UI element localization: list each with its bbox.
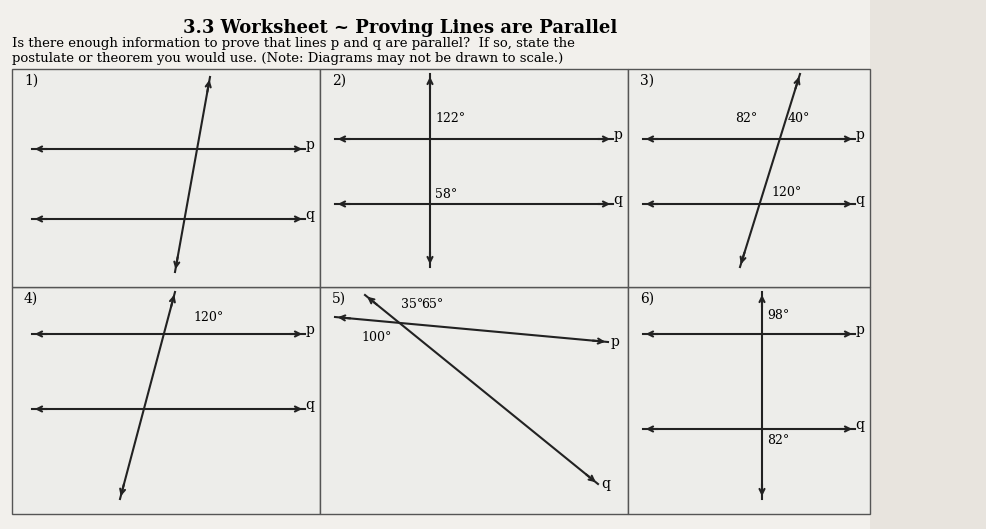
Text: 2): 2) bbox=[332, 74, 346, 88]
Text: q: q bbox=[856, 193, 865, 207]
Polygon shape bbox=[628, 287, 870, 514]
Text: 40°: 40° bbox=[788, 112, 810, 125]
Text: Is there enough information to prove that lines p and q are parallel?  If so, st: Is there enough information to prove tha… bbox=[12, 37, 575, 50]
Text: p: p bbox=[613, 128, 622, 142]
Text: 82°: 82° bbox=[767, 434, 789, 447]
Text: 4): 4) bbox=[24, 292, 38, 306]
Text: 98°: 98° bbox=[767, 309, 789, 322]
Text: 3): 3) bbox=[640, 74, 654, 88]
Text: 82°: 82° bbox=[736, 112, 758, 125]
Text: 3.3 Worksheet ~ Proving Lines are Parallel: 3.3 Worksheet ~ Proving Lines are Parall… bbox=[182, 19, 617, 37]
Polygon shape bbox=[12, 287, 320, 514]
Text: p: p bbox=[856, 128, 865, 142]
Text: 65°: 65° bbox=[421, 298, 444, 311]
Polygon shape bbox=[628, 69, 870, 287]
Text: 58°: 58° bbox=[435, 188, 458, 201]
Polygon shape bbox=[12, 69, 320, 287]
Text: q: q bbox=[613, 193, 622, 207]
Text: p: p bbox=[611, 335, 620, 349]
Text: p: p bbox=[856, 323, 865, 337]
Text: p: p bbox=[306, 138, 315, 152]
Text: 120°: 120° bbox=[194, 311, 224, 324]
Text: p: p bbox=[306, 323, 315, 337]
Polygon shape bbox=[0, 0, 870, 529]
Polygon shape bbox=[320, 69, 628, 287]
Text: 35°: 35° bbox=[401, 298, 424, 311]
Polygon shape bbox=[320, 287, 628, 514]
Text: q: q bbox=[306, 208, 315, 222]
Text: 6): 6) bbox=[640, 292, 654, 306]
Text: 1): 1) bbox=[24, 74, 38, 88]
Text: 100°: 100° bbox=[362, 331, 391, 344]
Text: postulate or theorem you would use. (Note: Diagrams may not be drawn to scale.): postulate or theorem you would use. (Not… bbox=[12, 52, 563, 65]
Text: 120°: 120° bbox=[772, 186, 802, 199]
Text: 122°: 122° bbox=[435, 112, 465, 125]
Text: q: q bbox=[601, 477, 610, 491]
Text: q: q bbox=[856, 418, 865, 432]
Text: 5): 5) bbox=[332, 292, 346, 306]
Text: q: q bbox=[306, 398, 315, 412]
